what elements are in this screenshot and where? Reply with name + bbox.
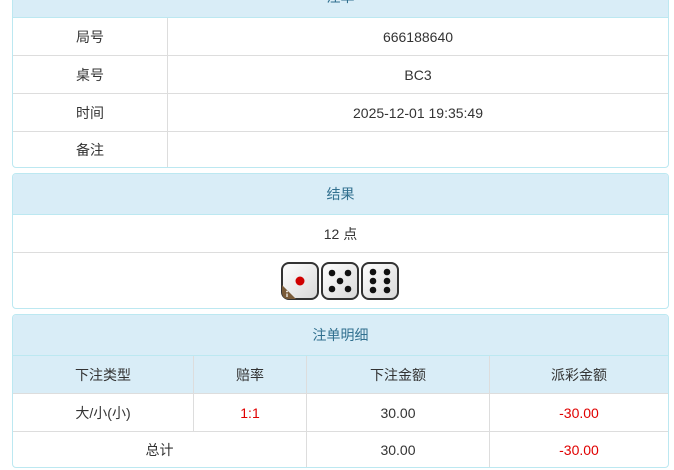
odds: 1:1 (194, 393, 307, 431)
pip (369, 277, 376, 284)
die (360, 261, 399, 300)
total-bet: 30.00 (307, 431, 490, 467)
dice-row (13, 252, 668, 308)
value-cell: BC3 (168, 55, 668, 93)
pip (328, 269, 335, 276)
label-cell: 桌号 (13, 55, 168, 93)
result-panel: 结果 12 点 (12, 173, 669, 309)
payout: -30.00 (490, 393, 668, 431)
panel-header: 结果 (13, 174, 668, 215)
die-face (360, 261, 399, 300)
pip (344, 285, 351, 292)
result-text: 12 点 (323, 225, 358, 242)
panel-header: 注单明细 (13, 315, 668, 356)
value-cell (168, 131, 668, 167)
die (320, 261, 359, 300)
pip (383, 286, 390, 293)
pip (344, 269, 351, 276)
dice (280, 261, 399, 300)
column-header: 派彩金额 (490, 356, 668, 393)
value-cell: 666188640 (382, 28, 454, 45)
detail-panel: 注单明细 下注类型 赔率 下注金额 派彩金额 大/小(小) 1:1 30.00 … (12, 314, 669, 468)
label-cell: 备注 (13, 131, 168, 167)
total-payout: -30.00 (490, 431, 668, 467)
value-cell: 2025-12-01 19:35:49 (168, 93, 668, 131)
order-panel: 注单 局号 666188640 桌号 BC3 时间 2025-12-01 19:… (12, 0, 669, 168)
column-header: 赔率 (194, 356, 307, 393)
pip (295, 276, 304, 285)
label-cell: 时间 (13, 93, 168, 131)
pip (336, 277, 343, 284)
info-dot (285, 290, 288, 292)
pip (328, 285, 335, 292)
column-header: 下注金额 (307, 356, 490, 393)
panel-header: 注单 (13, 0, 668, 18)
pip (383, 268, 390, 275)
pip (369, 268, 376, 275)
label-cell: 局号 (13, 18, 168, 55)
column-header: 下注类型 (13, 356, 194, 393)
total-label: 总计 (13, 431, 307, 467)
pip (369, 286, 376, 293)
die (280, 261, 319, 300)
pip (383, 277, 390, 284)
info-badge (281, 284, 296, 299)
bet-type: 大/小(小) (13, 393, 194, 431)
bet-amount: 30.00 (307, 393, 490, 431)
